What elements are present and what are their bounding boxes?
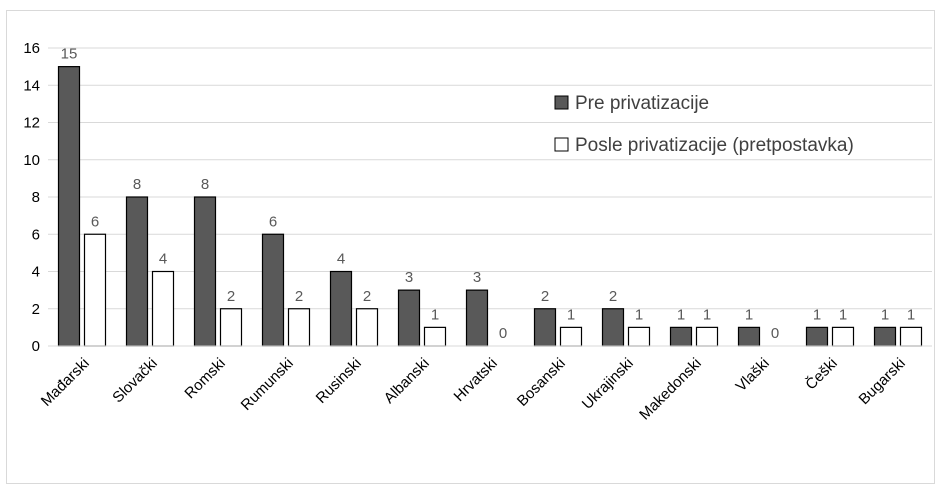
x-tick-label: Bosanski <box>514 355 569 410</box>
data-label: 15 <box>61 46 78 63</box>
y-tick-label: 16 <box>23 40 40 57</box>
bar-pre <box>261 233 285 347</box>
x-tick-label: Ukrajinski <box>579 355 637 413</box>
x-tick-label: Albanski <box>381 355 433 407</box>
x-tick-label: Rusinski <box>313 355 365 407</box>
data-label: 1 <box>677 306 685 323</box>
data-label: 1 <box>881 306 889 323</box>
bar-post <box>831 326 855 347</box>
gridlines <box>48 47 932 347</box>
data-label: 1 <box>635 306 643 323</box>
bar-post <box>559 326 583 347</box>
data-label: 1 <box>703 306 711 323</box>
bar-post <box>627 326 651 347</box>
y-tick-label: 2 <box>32 301 40 318</box>
x-tick-label: Bugarski <box>856 355 909 408</box>
y-tick-label: 10 <box>23 152 40 169</box>
bar-post <box>151 270 175 347</box>
data-label: 6 <box>269 213 277 230</box>
x-tick-label: Hrvatski <box>451 355 501 405</box>
bar-pre <box>669 326 693 347</box>
data-label: 2 <box>541 288 549 305</box>
bar-post <box>287 308 311 347</box>
bar-post <box>695 326 719 347</box>
data-label: 8 <box>133 176 141 193</box>
data-label: 2 <box>295 288 303 305</box>
data-label: 1 <box>431 306 439 323</box>
bar-pre <box>329 270 353 347</box>
bar-post <box>899 326 923 347</box>
data-label: 4 <box>159 251 167 268</box>
data-labels: 15 6 8 4 8 2 6 2 4 2 3 1 3 0 2 1 2 1 1 1 1 0 1 1 1 1 <box>61 46 916 342</box>
bar-post <box>219 308 243 347</box>
data-label: 1 <box>839 306 847 323</box>
legend-label-pre: Pre privatizacije <box>575 93 709 114</box>
bar-pre <box>465 289 489 347</box>
legend-swatch-pre <box>554 95 569 110</box>
bars <box>57 66 923 347</box>
legend-swatch-post <box>554 137 569 152</box>
data-label: 4 <box>337 251 345 268</box>
data-label: 3 <box>405 269 413 286</box>
data-label: 8 <box>201 176 209 193</box>
data-label: 0 <box>771 325 779 342</box>
bar-pre <box>805 326 829 347</box>
bar-pre <box>57 66 81 347</box>
y-tick-label: 0 <box>32 338 40 355</box>
data-label: 1 <box>813 306 821 323</box>
x-tick-label: Slovački <box>109 355 161 407</box>
data-label: 1 <box>907 306 915 323</box>
y-tick-label: 14 <box>23 77 40 94</box>
y-axis: 0 2 4 6 8 10 12 14 16 <box>23 40 40 355</box>
chart-frame <box>6 10 935 484</box>
y-tick-label: 8 <box>32 189 40 206</box>
y-tick-label: 12 <box>23 115 40 132</box>
data-label: 3 <box>473 269 481 286</box>
data-label: 1 <box>745 306 753 323</box>
x-tick-label: Romski <box>181 355 228 402</box>
x-axis: Mađarski Slovački Romski Rumunski Rusinski Al… <box>38 345 932 424</box>
data-label: 2 <box>363 288 371 305</box>
bar-pre <box>601 308 625 347</box>
legend: Pre privatizacije Posle privatizacije (p… <box>554 93 854 156</box>
data-label: 0 <box>499 325 507 342</box>
x-tick-label: Mađarski <box>38 355 93 410</box>
bar-post <box>83 233 107 347</box>
data-label: 2 <box>227 288 235 305</box>
x-tick-label: Češki <box>802 355 841 394</box>
bar-pre <box>193 196 217 347</box>
bar-post <box>423 326 447 347</box>
bar-post <box>355 308 379 347</box>
data-label: 2 <box>609 288 617 305</box>
bar-pre <box>125 196 149 347</box>
bar-pre <box>533 308 557 347</box>
y-tick-label: 4 <box>32 264 40 281</box>
bar-pre <box>873 326 897 347</box>
x-tick-label: Vlaški <box>733 355 773 395</box>
x-tick-label: Makedonski <box>636 355 705 424</box>
legend-label-post: Posle privatizacije (pretpostavka) <box>575 135 854 156</box>
bar-pre <box>737 326 761 347</box>
data-label: 1 <box>567 306 575 323</box>
bar-pre <box>397 289 421 347</box>
y-tick-label: 6 <box>32 226 40 243</box>
x-tick-label: Rumunski <box>238 355 297 414</box>
data-label: 6 <box>91 213 99 230</box>
